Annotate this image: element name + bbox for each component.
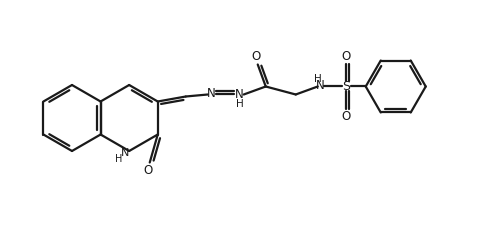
Text: O: O bbox=[143, 164, 152, 177]
Text: O: O bbox=[341, 110, 350, 123]
Text: H: H bbox=[115, 154, 123, 164]
Text: N: N bbox=[207, 87, 216, 100]
Text: S: S bbox=[342, 80, 350, 93]
Text: H: H bbox=[314, 73, 322, 84]
Text: N: N bbox=[316, 79, 325, 92]
Text: O: O bbox=[251, 50, 261, 63]
Text: H: H bbox=[236, 98, 243, 109]
Text: N: N bbox=[235, 88, 244, 101]
Text: N: N bbox=[121, 148, 129, 158]
Text: O: O bbox=[341, 50, 350, 63]
